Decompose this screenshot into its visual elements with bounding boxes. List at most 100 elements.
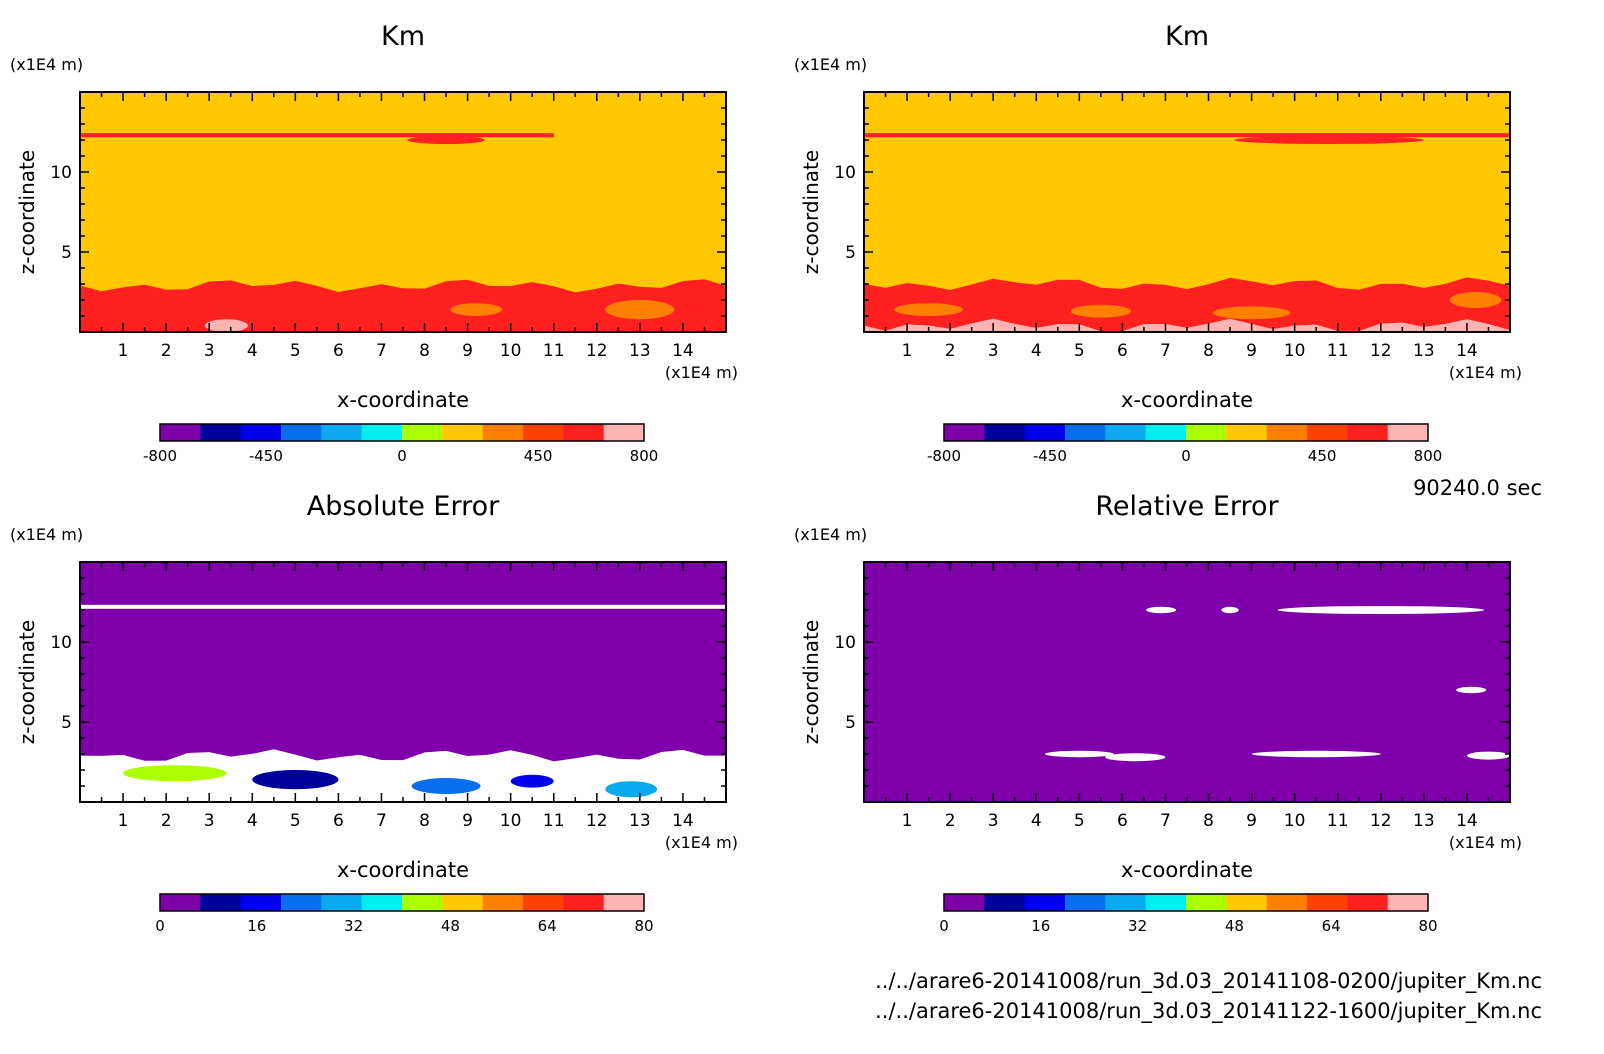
panel-1-x-unit: (x1E4 m) — [665, 363, 738, 382]
panel-1-y-label: z-coordinate — [15, 150, 39, 274]
panel-4-colorbar-label: 0 — [939, 917, 949, 935]
panel-2-x-tick-label: 3 — [988, 341, 999, 361]
panel-1-colorbar-swatch — [281, 424, 322, 441]
panel-1-title: Km — [381, 21, 425, 52]
panel-1-feature-4 — [407, 136, 485, 144]
panel-4-x-tick-label: 6 — [1117, 811, 1128, 831]
panel-4-x-label: x-coordinate — [1121, 858, 1253, 882]
panel-1-x-tick-label: 9 — [462, 341, 473, 361]
panel-1-colorbar-swatch — [603, 424, 645, 441]
panel-1-feature-6 — [450, 303, 503, 316]
panel-2-field — [864, 92, 1510, 332]
panel-1-colorbar-label: -800 — [143, 447, 177, 465]
panel-1-colorbar-swatch — [482, 424, 524, 441]
panel-4-colorbar-swatch — [1266, 894, 1308, 911]
panel-1-feature-7 — [204, 319, 248, 332]
panel-2-colorbar-swatch — [984, 424, 1026, 441]
panel-2-y-tick-label: 5 — [845, 243, 856, 263]
panel-1-x-tick-label: 11 — [543, 341, 565, 361]
panel-3-title: Absolute Error — [307, 491, 500, 522]
panel-3-colorbar-swatch — [523, 894, 564, 911]
panel-2-feature-7 — [1449, 292, 1502, 308]
panel-2-x-tick-label: 5 — [1074, 341, 1085, 361]
panel-4-field — [864, 562, 1510, 802]
panel-4-colorbar-label: 48 — [1225, 917, 1244, 935]
panel-2-x-label: x-coordinate — [1121, 388, 1253, 412]
panel-4-feature-8 — [1466, 751, 1510, 760]
file-path-2: ../../arare6-20141008/run_3d.03_20141122… — [875, 999, 1542, 1024]
panel-3-x-tick-label: 5 — [290, 811, 301, 831]
panel-4-x-tick-label: 4 — [1031, 811, 1042, 831]
panel-1-colorbar-label: 450 — [524, 447, 553, 465]
panel-4-x-tick-label: 3 — [988, 811, 999, 831]
panel-4-colorbar-label: 64 — [1322, 917, 1341, 935]
panel-2-x-tick-label: 6 — [1117, 341, 1128, 361]
panel-2-feature-3 — [864, 133, 1510, 138]
panel-2-x-tick-label: 12 — [1370, 341, 1392, 361]
panel-3-colorbar-swatch — [361, 894, 403, 911]
panel-1-y-tick-label: 5 — [61, 243, 72, 263]
panel-4-x-tick-label: 2 — [945, 811, 956, 831]
panel-4-colorbar-swatch — [944, 894, 985, 911]
panel-3-y-tick-label: 10 — [50, 633, 72, 653]
panel-3-colorbar-label: 80 — [634, 917, 653, 935]
panel-4-x-tick-label: 13 — [1413, 811, 1435, 831]
panel-2-x-tick-label: 10 — [1284, 341, 1306, 361]
panel-3-colorbar-label: 0 — [155, 917, 165, 935]
panel-2-x-unit: (x1E4 m) — [1449, 363, 1522, 382]
panel-3-feature-1 — [80, 749, 726, 802]
panel-2-y-label: z-coordinate — [799, 150, 823, 274]
panel-2-y-tick-label: 10 — [834, 163, 856, 183]
panel-3-colorbar-swatch — [603, 894, 645, 911]
panel-1-x-tick-label: 14 — [672, 341, 694, 361]
panel-4-y-tick-label: 10 — [834, 633, 856, 653]
panel-3-colorbar-swatch — [160, 894, 201, 911]
panel-3-feature-6 — [510, 774, 554, 788]
panel-4-colorbar-swatch — [1387, 894, 1429, 911]
panel-2-x-tick-label: 2 — [945, 341, 956, 361]
panel-2-colorbar-swatch — [944, 424, 985, 441]
panel-3-feature-2 — [80, 604, 726, 609]
panel-3-colorbar-frame — [159, 893, 645, 912]
panel-4-feature-4 — [1456, 686, 1487, 694]
panel-1-x-tick-label: 6 — [333, 341, 344, 361]
panel-1-x-tick-label: 1 — [118, 341, 129, 361]
panel-3-x-tick-label: 6 — [333, 811, 344, 831]
panel-3-x-tick-label: 9 — [462, 811, 473, 831]
panel-1-colorbar-swatch — [442, 424, 484, 441]
panel-2-feature-8 — [894, 303, 964, 316]
panel-2-colorbar-label: 450 — [1308, 447, 1337, 465]
panel-3-y-unit: (x1E4 m) — [10, 525, 83, 544]
panel-1-colorbar-swatch — [523, 424, 564, 441]
panel-1-x-label: x-coordinate — [337, 388, 469, 412]
panel-4-colorbar-swatch — [1065, 894, 1106, 911]
panel-4-y-label: z-coordinate — [799, 620, 823, 744]
panel-3-colorbar-swatch — [281, 894, 322, 911]
time-label: 90240.0 sec — [1413, 476, 1542, 500]
panel-4-feature-2 — [1221, 606, 1239, 614]
panel-3-feature-4 — [123, 765, 227, 782]
panel-4-x-unit: (x1E4 m) — [1449, 833, 1522, 852]
panel-3-x-tick-label: 12 — [586, 811, 608, 831]
panel-1-colorbar-swatch — [321, 424, 363, 441]
panel-1-x-tick-label: 8 — [419, 341, 430, 361]
panel-1-x-tick-label: 3 — [204, 341, 215, 361]
panel-3-x-unit: (x1E4 m) — [665, 833, 738, 852]
panel-2-title: Km — [1165, 21, 1209, 52]
panel-4-colorbar-swatch — [1024, 894, 1066, 911]
panel-1-feature-5 — [605, 300, 675, 320]
panel-3-colorbar-swatch — [563, 894, 605, 911]
panel-4-x-tick-label: 7 — [1160, 811, 1171, 831]
panel-1-feature-3 — [80, 133, 554, 138]
panel-3-feature-7 — [605, 781, 658, 798]
panel-2-colorbar-swatch — [1145, 424, 1187, 441]
panel-4-colorbar-frame — [943, 893, 1429, 912]
panel-4-x-tick-label: 1 — [902, 811, 913, 831]
panel-1-colorbar-swatch — [160, 424, 201, 441]
panel-4-title: Relative Error — [1095, 491, 1279, 522]
panel-3-x-tick-label: 11 — [543, 811, 565, 831]
panel-2-x-tick-label: 9 — [1246, 341, 1257, 361]
panel-4-x-tick-label: 10 — [1284, 811, 1306, 831]
panel-3-x-tick-label: 4 — [247, 811, 258, 831]
panel-1-colorbar-swatch — [563, 424, 605, 441]
